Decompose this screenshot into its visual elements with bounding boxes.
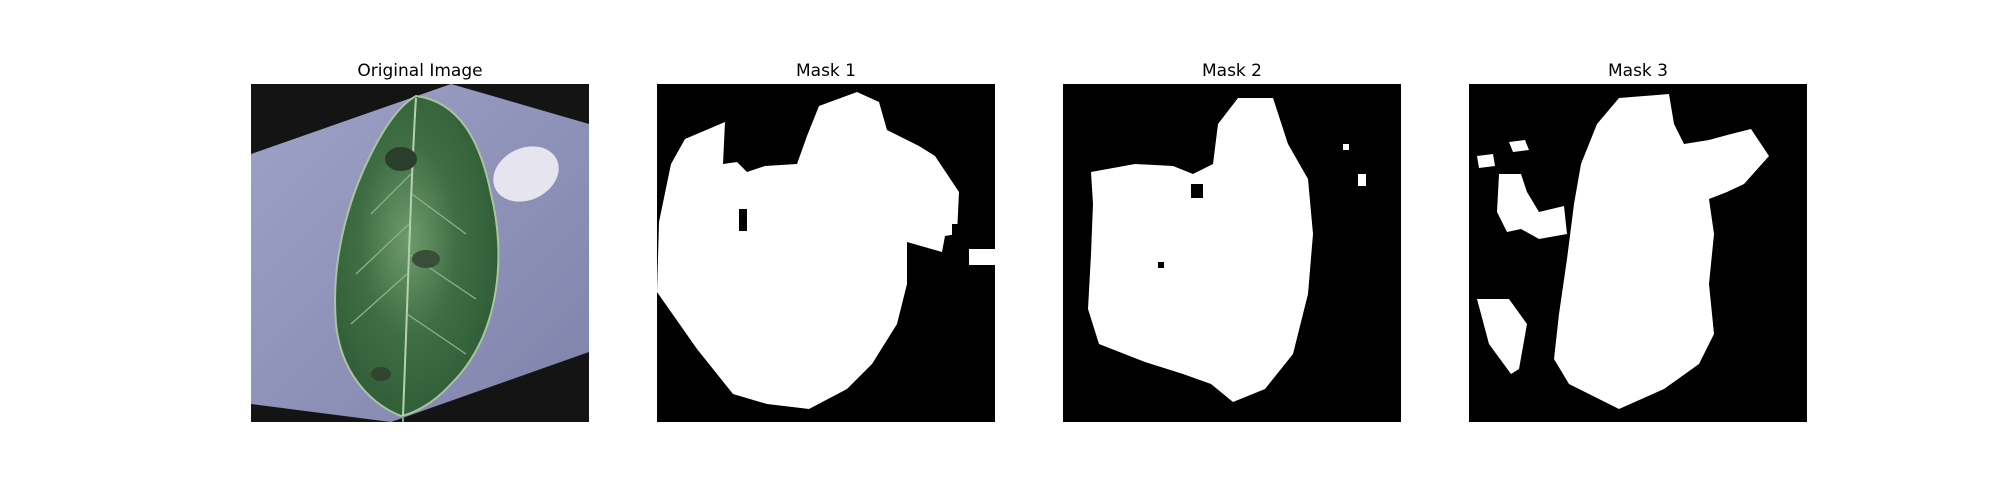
panel-mask-3: Mask 3 [1469,58,1807,422]
panel-mask-1: Mask 1 [657,58,995,422]
panel-title: Mask 2 [1201,61,1262,81]
panel-mask-2: Mask 2 [1063,58,1401,422]
panel-title: Mask 1 [795,61,856,81]
mask-2-image [1063,84,1401,422]
panel-title: Original Image [357,61,483,81]
mask-1-image [657,84,995,422]
mask-3-image [1469,84,1807,422]
original-leaf-image [251,84,589,422]
panel-title: Mask 3 [1607,61,1668,81]
panel-original-image: Original Image [251,58,589,422]
